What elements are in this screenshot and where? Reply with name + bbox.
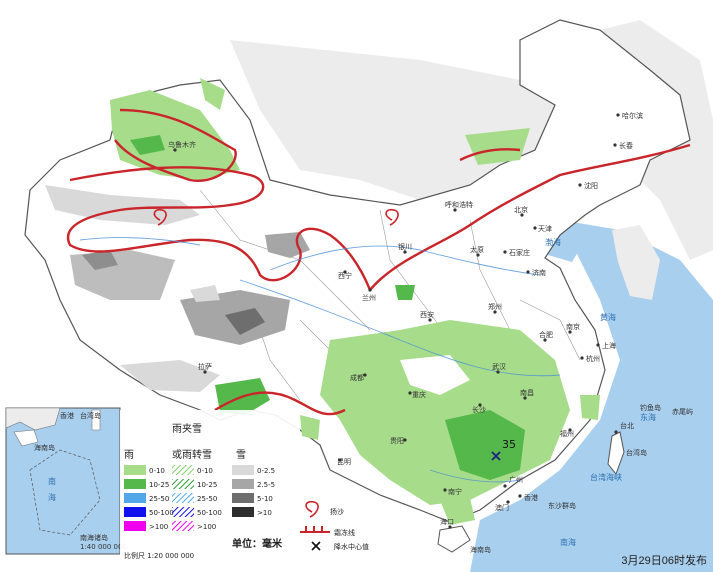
inset-label: 海 — [48, 492, 56, 502]
sandstorm-icon — [385, 208, 399, 226]
island-label: 海南岛 — [470, 545, 491, 554]
legend-freeze-line: 霜冻线 — [334, 528, 355, 537]
sea-east — [470, 220, 713, 572]
city-label: 澳门 — [495, 503, 509, 512]
city-label: 武汉 — [492, 362, 506, 371]
city-label: 天津 — [538, 225, 552, 233]
city-label: 石家庄 — [509, 248, 530, 257]
cross-icon — [311, 541, 321, 551]
city-label: 合肥 — [539, 330, 553, 339]
symbol-legend: 扬沙 霜冻线 降水中心值 — [300, 500, 369, 551]
sea-label: 东海 — [640, 412, 656, 422]
legend-sandstorm: 扬沙 — [330, 507, 344, 516]
city-label: 北京 — [514, 205, 528, 214]
city-label: 西安 — [420, 310, 434, 319]
city-label: 香港 — [524, 493, 538, 502]
inset-scale: 1:40 000 000 — [80, 543, 127, 551]
city-label: 贵阳 — [390, 436, 404, 445]
island-labels: 台湾岛 海南岛 钓鱼岛 赤尾屿 东沙群岛 — [470, 403, 693, 554]
city-label: 沈阳 — [584, 181, 598, 190]
city-label: 上海 — [602, 341, 616, 350]
inset-label: 香港 — [60, 411, 74, 420]
island-label: 钓鱼岛 — [640, 403, 661, 412]
city-label: 乌鲁木齐 — [168, 140, 196, 149]
city-label: 海口 — [440, 517, 454, 526]
city-label: 郑州 — [488, 303, 502, 311]
city-label: 呼和浩特 — [445, 200, 473, 209]
legend-mixed-level: 25-50 — [197, 495, 217, 503]
legend-mixed-level: 10-25 — [197, 481, 217, 489]
city-label: 南昌 — [520, 388, 534, 397]
city-label: 长春 — [619, 141, 633, 150]
city-label: 兰州 — [362, 293, 376, 302]
legend-snow-title: 雪 — [236, 449, 246, 461]
city-label: 哈尔滨 — [622, 111, 643, 120]
sandstorm-symbols — [153, 208, 399, 226]
legend-snow-level: 5-10 — [257, 495, 273, 503]
inset-label: 海南岛 — [34, 443, 55, 452]
snow-areas — [45, 185, 310, 392]
city-label: 重庆 — [412, 390, 426, 399]
inset-label: 南 — [48, 476, 56, 486]
publish-time: 3月29日06时发布 — [621, 555, 707, 567]
legend-center: 降水中心值 — [334, 542, 369, 551]
legend-rain-level: 10-25 — [149, 481, 169, 489]
taiwan-island — [607, 431, 625, 476]
legend-rain-level: 50-100 — [149, 509, 174, 517]
legend-rain-level: 0-10 — [149, 467, 165, 475]
rain-areas — [110, 78, 600, 525]
city-label: 拉萨 — [198, 362, 212, 371]
legend-unit: 单位：毫米 — [232, 537, 283, 550]
sea-labels: 渤海 黄海 东海 南海 台湾海峡 — [545, 237, 656, 547]
legend-snow-level: 2.5-5 — [257, 481, 275, 489]
legend-mixed-title: 雨夹雪 — [172, 422, 202, 435]
legend-snow-level: 0-2.5 — [257, 467, 275, 475]
city-label: 广州 — [509, 475, 523, 484]
city-label: 福州 — [560, 429, 574, 438]
city-label: 南京 — [566, 322, 580, 331]
city-label: 西宁 — [338, 271, 352, 280]
city-label: 杭州 — [586, 354, 600, 363]
inset-title: 南海诸岛 — [80, 533, 108, 542]
sea-label: 渤海 — [545, 237, 561, 247]
freeze-line-icon — [300, 526, 330, 533]
sandstorm-icon — [153, 208, 167, 226]
city-label: 南宁 — [448, 487, 462, 496]
map-scale: 比例尺 1:20 000 000 — [124, 551, 194, 560]
sea-label: 黄海 — [600, 312, 616, 322]
sea-label: 南海 — [560, 537, 576, 547]
precip-center-marker: 35 — [491, 438, 516, 461]
legend-mixed-level: >100 — [197, 523, 216, 531]
inset-map: 香港 台湾岛 海南岛 南 海 南海诸岛 1:40 000 000 — [5, 407, 127, 555]
city-label: 成都 — [350, 373, 364, 382]
city-label: 济南 — [532, 268, 546, 277]
city-label: 银川 — [398, 242, 412, 251]
legend: 雨夹雪 雨 或雨转雪 雪 0-10 10-25 25-50 50-100 >10… — [120, 410, 300, 560]
city-label: 长沙 — [472, 405, 486, 414]
island-label: 赤尾屿 — [672, 407, 693, 416]
precip-center-value: 35 — [502, 438, 516, 451]
city-label: 太原 — [470, 245, 484, 254]
cross-icon — [491, 451, 501, 461]
legend-rain-level: >100 — [149, 523, 168, 531]
legend-mixed-level: 0-10 — [197, 467, 213, 475]
inset-label: 台湾岛 — [80, 411, 101, 420]
sea-label: 台湾海峡 — [590, 472, 622, 482]
island-label: 东沙群岛 — [548, 501, 576, 510]
hainan-island — [437, 525, 471, 553]
legend-mixed-title-2: 或雨转雪 — [172, 448, 212, 461]
neighbor-land-korea — [612, 225, 660, 300]
legend-snow-level: >10 — [257, 509, 272, 517]
island-label: 台湾岛 — [626, 448, 647, 457]
freeze-lines — [66, 108, 691, 416]
legend-mixed-level: 50-100 — [197, 509, 222, 517]
sandstorm-icon — [305, 500, 319, 518]
city-markers: 哈尔滨 长春 沈阳 呼和浩特 北京 天津 石家庄 太原 济南 郑州 西安 兰州 … — [168, 111, 643, 529]
legend-rain-level: 25-50 — [149, 495, 169, 503]
city-label: 台北 — [620, 421, 634, 430]
city-label: 昆明 — [337, 458, 351, 466]
rivers — [79, 237, 561, 483]
legend-rain-title: 雨 — [124, 450, 134, 461]
